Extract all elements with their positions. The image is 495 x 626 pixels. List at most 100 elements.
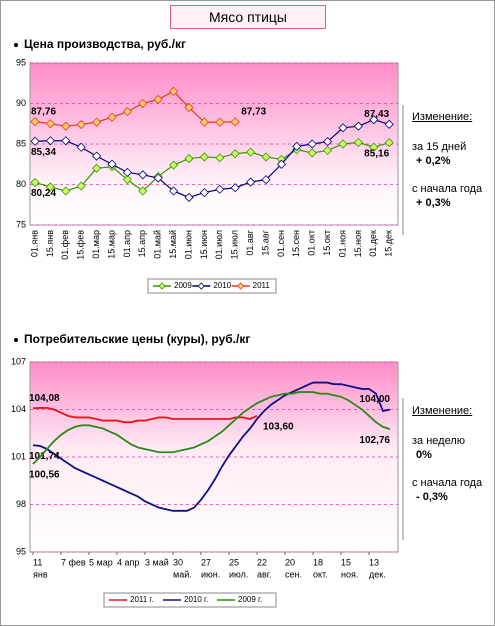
- marker: [61, 186, 71, 196]
- x-tick-label: 5 мар: [89, 557, 113, 567]
- x-tick-label: 15.апр: [137, 230, 147, 257]
- x-tick-label: 01.фев: [60, 230, 70, 260]
- marker: [261, 175, 271, 185]
- data-label: 101,74: [29, 451, 60, 462]
- x-tick-label: 01.янв: [29, 230, 39, 257]
- y-tick-label: 95: [16, 546, 26, 556]
- x-tick-label: окт.: [313, 569, 328, 579]
- legend-label: 2009 г.: [238, 595, 262, 604]
- data-label: 103,60: [263, 421, 294, 432]
- x-tick-label: янв: [33, 569, 48, 579]
- marker: [338, 123, 348, 133]
- chart-title: Потребительские цены (куры), руб./кг: [24, 332, 250, 346]
- marker: [122, 167, 132, 177]
- marker: [215, 184, 225, 194]
- marker: [384, 119, 394, 129]
- x-tick-label: 01.июл: [214, 230, 224, 259]
- marker: [92, 163, 102, 173]
- x-tick-label: авг.: [257, 569, 271, 579]
- marker: [199, 117, 209, 127]
- data-label: 87,43: [364, 109, 389, 120]
- marker: [153, 94, 163, 105]
- x-tick-label: 01.сен: [276, 230, 286, 257]
- marker: [199, 152, 209, 162]
- x-tick-label: 13: [369, 557, 379, 567]
- y-tick-label: 85: [16, 138, 26, 148]
- y-tick-label: 101: [11, 451, 26, 461]
- note-label: с начала года: [412, 477, 483, 489]
- marker: [199, 188, 209, 198]
- note-value: + 0,3%: [416, 197, 451, 209]
- data-label: 85,34: [31, 147, 56, 158]
- marker: [369, 115, 379, 125]
- note-label: за 15 дней: [412, 141, 467, 153]
- legend-marker: [237, 282, 245, 290]
- change-note: Изменение: за неделю 0% с начала года - 0,3%: [412, 404, 488, 518]
- marker: [107, 112, 117, 122]
- chart-title: Цена производства, руб./кг: [24, 37, 186, 51]
- note-label: с начала года: [412, 183, 483, 195]
- data-label: 87,73: [241, 107, 266, 118]
- marker: [261, 152, 271, 162]
- y-tick-label: 104: [11, 404, 26, 414]
- marker: [307, 148, 317, 158]
- data-label: 80,24: [31, 188, 56, 199]
- marker: [30, 117, 40, 127]
- x-tick-label: 4 апр: [117, 557, 139, 567]
- x-tick-label: 01.дек: [368, 230, 378, 257]
- y-tick-label: 90: [16, 98, 26, 108]
- x-tick-label: 15.окт: [322, 230, 332, 256]
- marker: [153, 173, 163, 183]
- data-label: 87,76: [31, 106, 56, 117]
- marker: [76, 142, 86, 152]
- x-tick-label: 01.авг: [245, 229, 255, 255]
- data-label: 104,08: [29, 393, 60, 404]
- x-tick-label: 01.мар: [91, 230, 101, 259]
- series-line: [32, 381, 391, 512]
- bullet: [14, 338, 18, 342]
- x-tick-label: 15.фев: [76, 230, 86, 260]
- bullet: [14, 43, 18, 47]
- x-tick-label: 15.сен: [291, 230, 301, 257]
- legend-label: 2011: [253, 281, 271, 290]
- legend: [103, 592, 277, 608]
- note-value: - 0,3%: [416, 491, 448, 503]
- note-value: + 0,2%: [416, 155, 451, 167]
- marker: [45, 182, 55, 192]
- x-tick-label: 15: [341, 557, 351, 567]
- x-tick-label: 15.мар: [106, 230, 116, 259]
- legend-marker: [197, 282, 205, 290]
- x-tick-label: 3 май: [145, 557, 169, 567]
- legend-label: 2010 г.: [184, 595, 208, 604]
- x-tick-label: 01.окт: [307, 230, 317, 256]
- marker: [30, 136, 40, 146]
- x-tick-label: 18: [313, 557, 323, 567]
- marker: [215, 117, 225, 127]
- marker: [45, 136, 55, 146]
- x-tick-label: июн.: [201, 569, 220, 579]
- x-tick-label: 01.ноя: [337, 230, 347, 257]
- marker: [169, 186, 179, 196]
- change-note: Изменение: за 15 дней + 0,2% с начала года +…: [412, 110, 488, 224]
- marker: [184, 192, 194, 203]
- note-value: 0%: [416, 449, 432, 461]
- x-tick-label: 01.май: [153, 230, 163, 259]
- note-label: за неделю: [412, 435, 466, 447]
- x-tick-label: 15.июн: [199, 230, 209, 259]
- marker: [369, 142, 379, 152]
- y-tick-label: 95: [16, 57, 26, 67]
- marker: [61, 121, 71, 131]
- x-tick-label: 20: [285, 557, 295, 567]
- marker: [92, 117, 102, 127]
- x-tick-label: июл.: [229, 569, 248, 579]
- legend: [147, 278, 277, 294]
- marker: [246, 147, 256, 157]
- x-tick-label: 11: [33, 557, 42, 567]
- x-tick-label: 01.апр: [122, 230, 132, 257]
- x-tick-label: 25: [229, 557, 239, 567]
- note-heading: Изменение:: [412, 111, 473, 123]
- marker: [45, 119, 55, 129]
- data-label: 104,00: [359, 394, 390, 405]
- marker: [76, 119, 86, 130]
